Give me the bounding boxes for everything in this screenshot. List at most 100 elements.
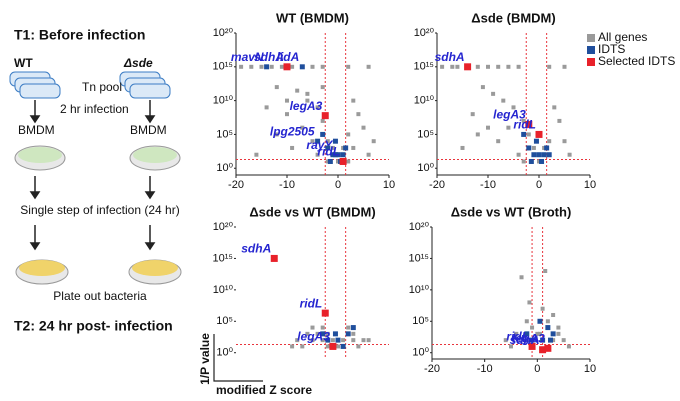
point: [561, 338, 566, 343]
y-axis-label: 1/P value: [198, 333, 212, 385]
point: [346, 64, 351, 69]
point: [530, 325, 535, 330]
point: [371, 139, 376, 144]
point: [537, 159, 541, 164]
point: [531, 145, 536, 150]
step3-label: Plate out bacteria: [53, 289, 147, 303]
point: [310, 338, 315, 343]
point: [320, 131, 326, 137]
tn-pool-plates: [9, 71, 171, 99]
point: [528, 342, 536, 350]
x-tick-label: 0: [536, 179, 542, 191]
point: [320, 64, 325, 69]
point: [528, 158, 534, 164]
y-tick-label: 10¹⁰: [414, 95, 435, 107]
arrows: [29, 100, 156, 251]
gene-label: lidA: [277, 50, 300, 64]
y-tick-label: 10²⁰: [414, 27, 435, 39]
point: [535, 331, 540, 336]
x-tick-label: -10: [480, 179, 496, 191]
gene-label: mavN: [231, 50, 264, 64]
x-tick-label: -10: [279, 179, 295, 191]
point: [521, 159, 526, 164]
point: [521, 118, 526, 123]
gene-label: lpg2505: [270, 124, 315, 138]
point: [533, 138, 539, 144]
point: [356, 344, 361, 349]
point: [450, 64, 455, 69]
point: [341, 145, 346, 150]
point: [516, 64, 521, 69]
y-tick-label: 10⁰: [412, 347, 429, 359]
point: [345, 331, 351, 337]
point: [460, 145, 465, 150]
point: [336, 344, 340, 349]
point: [305, 98, 310, 103]
point: [350, 325, 356, 331]
step1-label: 2 hr infection: [60, 102, 129, 116]
gene-label: sdhA: [435, 50, 465, 64]
point: [540, 306, 545, 311]
point: [332, 138, 338, 144]
point: [264, 105, 269, 110]
point: [524, 319, 529, 324]
point: [335, 152, 341, 158]
point: [539, 158, 545, 164]
point: [327, 158, 333, 164]
point: [511, 105, 516, 110]
y-tick-label: 10⁵: [216, 315, 233, 327]
point: [346, 132, 351, 137]
point: [274, 85, 279, 90]
point: [239, 64, 244, 69]
point: [264, 64, 270, 70]
point: [325, 145, 331, 151]
point: [514, 331, 519, 336]
point: [529, 337, 535, 343]
chart-title: Δsde vs WT (BMDM): [249, 204, 375, 219]
point: [254, 152, 259, 157]
point: [556, 331, 561, 336]
point: [509, 344, 513, 349]
point: [470, 112, 475, 117]
gene-label: ridL: [506, 330, 529, 344]
y-tick-label: 10⁰: [417, 162, 434, 174]
point: [540, 337, 546, 343]
point: [544, 145, 550, 151]
point: [310, 139, 315, 144]
mutant-label: Δsde: [123, 56, 153, 70]
y-tick-label: 10⁵: [216, 128, 233, 140]
point: [356, 112, 361, 117]
point: [501, 98, 506, 103]
point: [535, 130, 543, 138]
point: [551, 313, 556, 317]
legend-swatch: [587, 46, 595, 54]
y-tick-label: 10²⁰: [213, 221, 234, 233]
point: [325, 139, 330, 144]
y-tick-label: 10¹⁵: [213, 61, 233, 73]
point: [310, 64, 315, 69]
y-tick-label: 10²⁰: [213, 27, 234, 39]
point: [496, 139, 501, 144]
point: [341, 338, 346, 343]
point: [506, 125, 511, 130]
point: [332, 152, 338, 158]
point: [519, 275, 524, 280]
step2-label: Single step of infection (24 hr): [20, 203, 179, 217]
point: [330, 145, 335, 150]
y-tick-label: 10¹⁰: [213, 284, 234, 296]
point: [480, 85, 485, 90]
point: [279, 64, 284, 69]
x-tick-label: -20: [228, 179, 244, 191]
y-tick-label: 10¹⁵: [414, 61, 434, 73]
legend-label: All genes: [598, 30, 647, 44]
point: [486, 125, 490, 130]
point: [274, 132, 279, 137]
point: [332, 331, 338, 337]
t1-label: T1: Before infection: [14, 27, 145, 43]
point: [283, 63, 291, 71]
y-tick-label: 10¹⁰: [409, 284, 430, 296]
point: [521, 131, 527, 137]
point: [545, 325, 551, 331]
cell-left-label: BMDM: [18, 123, 55, 137]
point: [536, 152, 542, 158]
